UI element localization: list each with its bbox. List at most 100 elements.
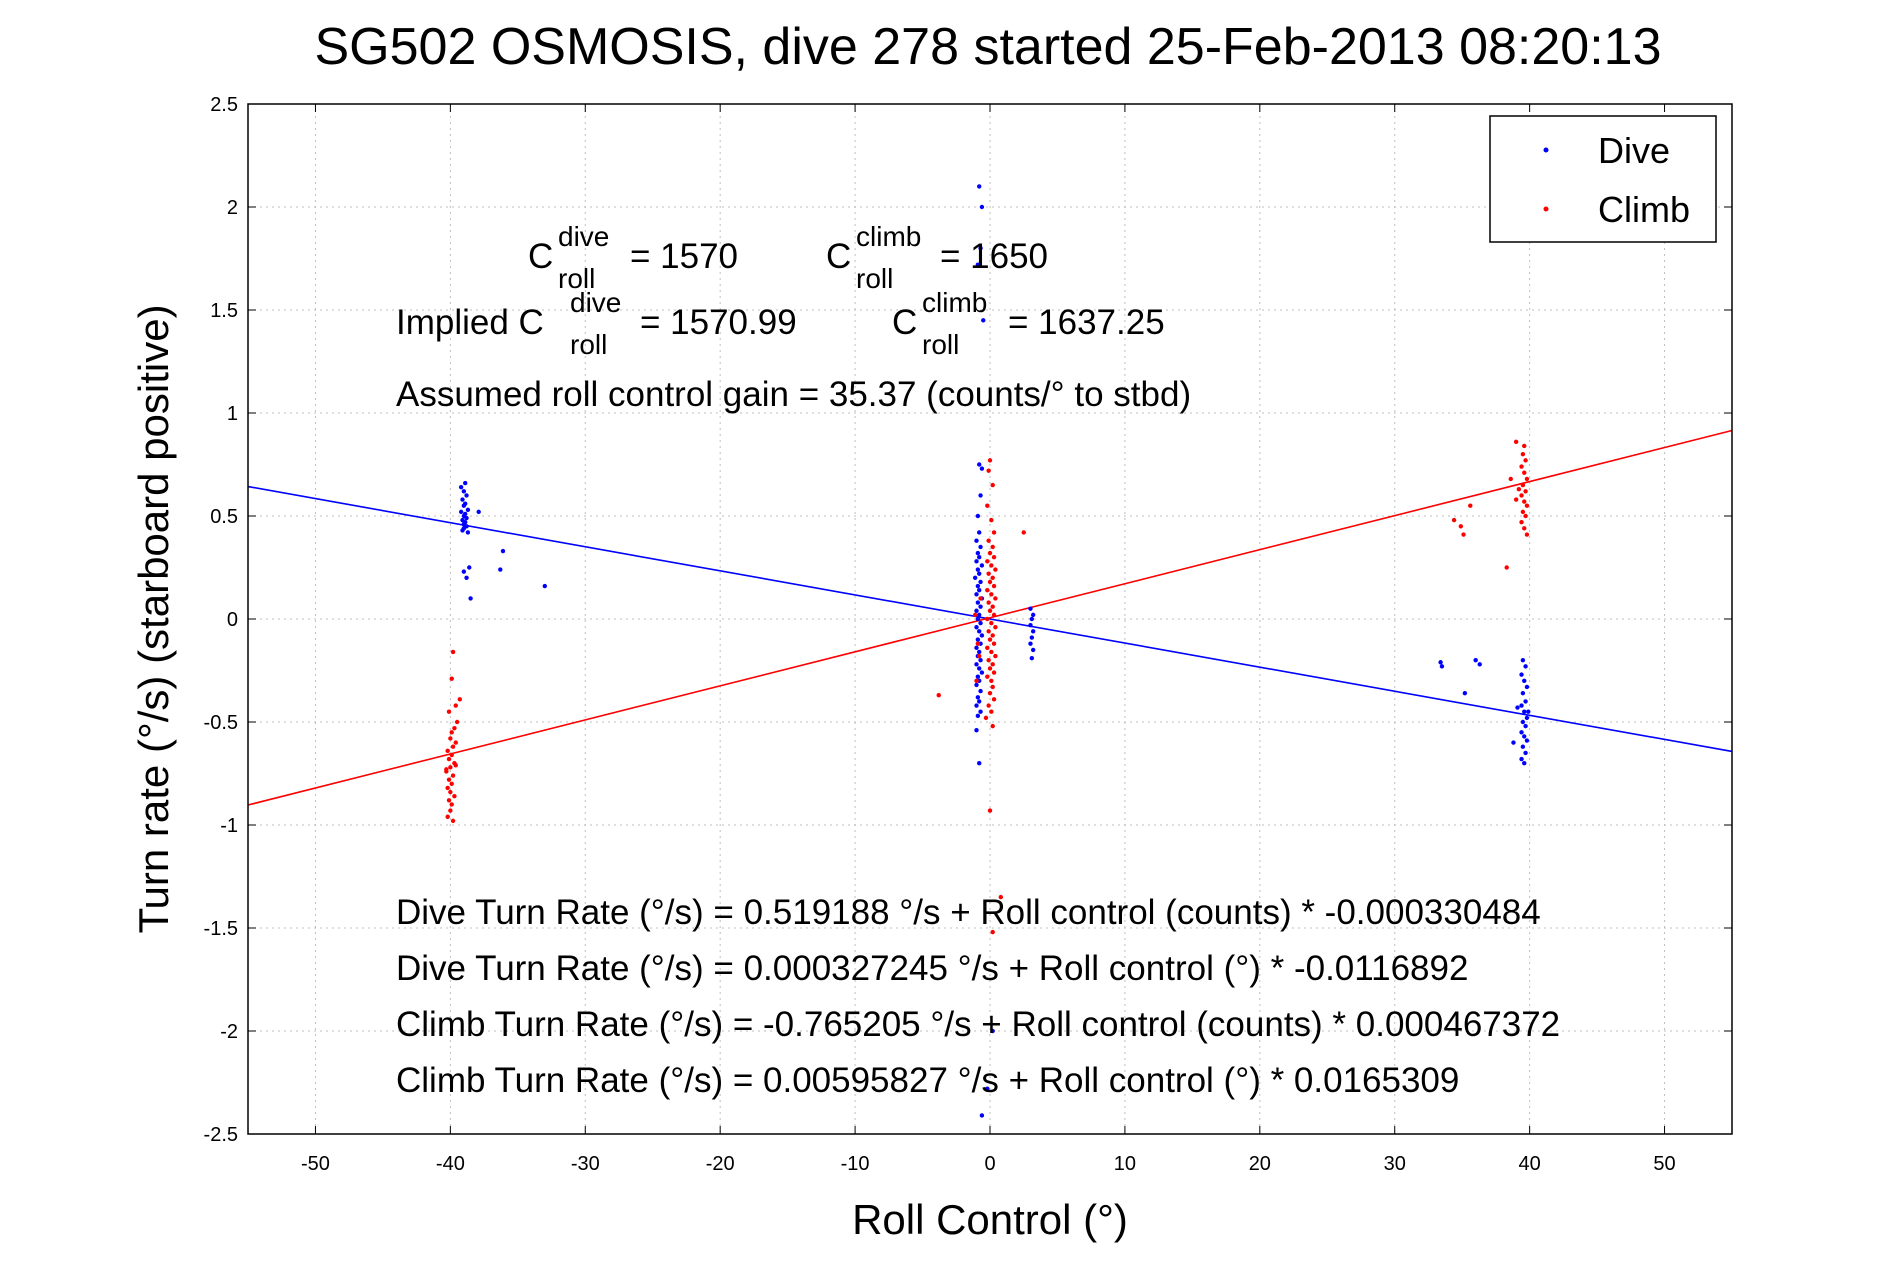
climb-data-point [1523, 513, 1528, 519]
climb-data-point [985, 587, 990, 593]
dive-data-point [465, 530, 471, 535]
c-roll-climb-annotation: C climb roll = 1650 [826, 221, 1048, 294]
y-tick-label: 2.5 [210, 94, 238, 116]
climb-data-point [998, 894, 1003, 900]
fit-equation-4: Climb Turn Rate (°/s) = 0.00595827 °/s +… [396, 1061, 1459, 1100]
climb-data-point [445, 785, 450, 791]
climb-data-point [1458, 524, 1464, 529]
x-tick-label: 40 [1519, 1153, 1541, 1175]
climb-data-point [449, 730, 454, 735]
dive-data-point [463, 480, 468, 486]
dive-data-point [1477, 662, 1482, 667]
climb-data-point [989, 620, 994, 626]
climb-data-point [993, 567, 998, 572]
dive-data-point [1526, 709, 1531, 714]
climb-data-point [986, 658, 991, 663]
dive-fit-line [247, 485, 1733, 753]
y-tick-label: -2 [220, 1021, 238, 1043]
implied-climb-base: C [892, 303, 917, 342]
dive-data-point [977, 649, 982, 655]
dive-data-point [1522, 709, 1527, 714]
dive-data-point [1522, 734, 1527, 739]
chart-title: SG502 OSMOSIS, dive 278 started 25-Feb-2… [314, 18, 1661, 76]
climb-data-point [1520, 452, 1526, 457]
climb-data-point [1523, 458, 1528, 463]
dive-data-point [979, 1113, 985, 1118]
dive-data-point [975, 550, 981, 556]
legend-climb-label: Climb [1598, 189, 1690, 230]
dive-data-point [979, 670, 985, 675]
x-tick-label: 30 [1384, 1153, 1406, 1175]
fit-equation-1: Dive Turn Rate (°/s) = 0.519188 °/s + Ro… [396, 893, 1541, 932]
climb-data-point [1524, 532, 1530, 537]
climb-data-point [986, 538, 991, 543]
dive-data-point [1511, 740, 1516, 745]
dive-data-point [461, 503, 467, 508]
climb-data-point [991, 612, 997, 618]
climb-data-point [1520, 509, 1526, 515]
climb-data-point [1516, 487, 1522, 492]
dive-data-point [461, 489, 467, 494]
dive-data-point [1519, 756, 1524, 762]
dive-data-point [460, 497, 465, 502]
climb-data-point [1021, 530, 1026, 535]
climb-data-point [444, 767, 449, 772]
legend-box [1489, 115, 1717, 243]
y-tick-label: -0.5 [204, 712, 238, 734]
climb-data-point [990, 723, 995, 729]
dive-data-point [464, 493, 469, 498]
y-tick-label: 2 [227, 197, 238, 219]
climb-data-point [991, 641, 997, 646]
y-axis-label: Turn rate (°/s) (starboard positive) [130, 304, 177, 933]
climb-data-point [1468, 503, 1473, 508]
climb-data-point [1451, 517, 1457, 523]
climb-data-point [975, 641, 981, 646]
climb-data-point [987, 690, 993, 696]
legend-dive-label: Dive [1598, 130, 1670, 171]
dive-data-point [977, 699, 982, 704]
climb-data-point [990, 575, 995, 580]
dive-data-point [975, 695, 981, 700]
climb-data-point [985, 645, 990, 651]
climb-data-point [989, 709, 994, 714]
y-tick-label: -1.5 [204, 918, 238, 940]
climb-data-point [452, 793, 457, 799]
implied-dive-sub: roll [570, 329, 607, 360]
y-tick-label: 1.5 [210, 300, 238, 322]
climb-data-point [457, 697, 463, 702]
climb-data-point [446, 777, 452, 782]
climb-data-point [986, 629, 991, 634]
climb-data-point [454, 719, 460, 725]
implied-c-roll-annotation: Implied C dive roll = 1570.99 C climb ro… [396, 287, 1165, 360]
dive-data-point [977, 666, 982, 671]
climb-data-point [1522, 470, 1527, 475]
climb-data-point [974, 678, 979, 683]
dive-data-point [975, 600, 981, 605]
climb-data-point [453, 703, 458, 708]
dive-data-point [1028, 622, 1033, 628]
x-axis-label: Roll Control (°) [852, 1196, 1128, 1243]
dive-data-point [1520, 658, 1526, 663]
climb-data-point [990, 662, 995, 667]
dive-data-point [461, 569, 467, 574]
climb-data-point [1513, 497, 1519, 502]
climb-data-point [990, 633, 995, 638]
climb-fit-line [247, 429, 1733, 806]
dive-data-point [460, 528, 465, 533]
climb-data-point [1519, 519, 1524, 525]
x-tick-label: 20 [1249, 1153, 1271, 1175]
dive-data-point [974, 728, 979, 733]
climb-data-point [986, 600, 991, 605]
climb-data-point [993, 653, 998, 659]
c-roll-climb-sub: roll [856, 263, 893, 294]
dive-data-point [476, 509, 481, 515]
climb-data-point [452, 725, 457, 731]
y-tick-label: -2.5 [204, 1124, 238, 1146]
dive-data-point [975, 637, 981, 642]
climb-data-point [449, 676, 454, 681]
climb-data-point [991, 670, 997, 675]
dive-data-point [978, 493, 983, 498]
fit-lines [247, 429, 1733, 806]
dive-data-point [977, 629, 982, 634]
